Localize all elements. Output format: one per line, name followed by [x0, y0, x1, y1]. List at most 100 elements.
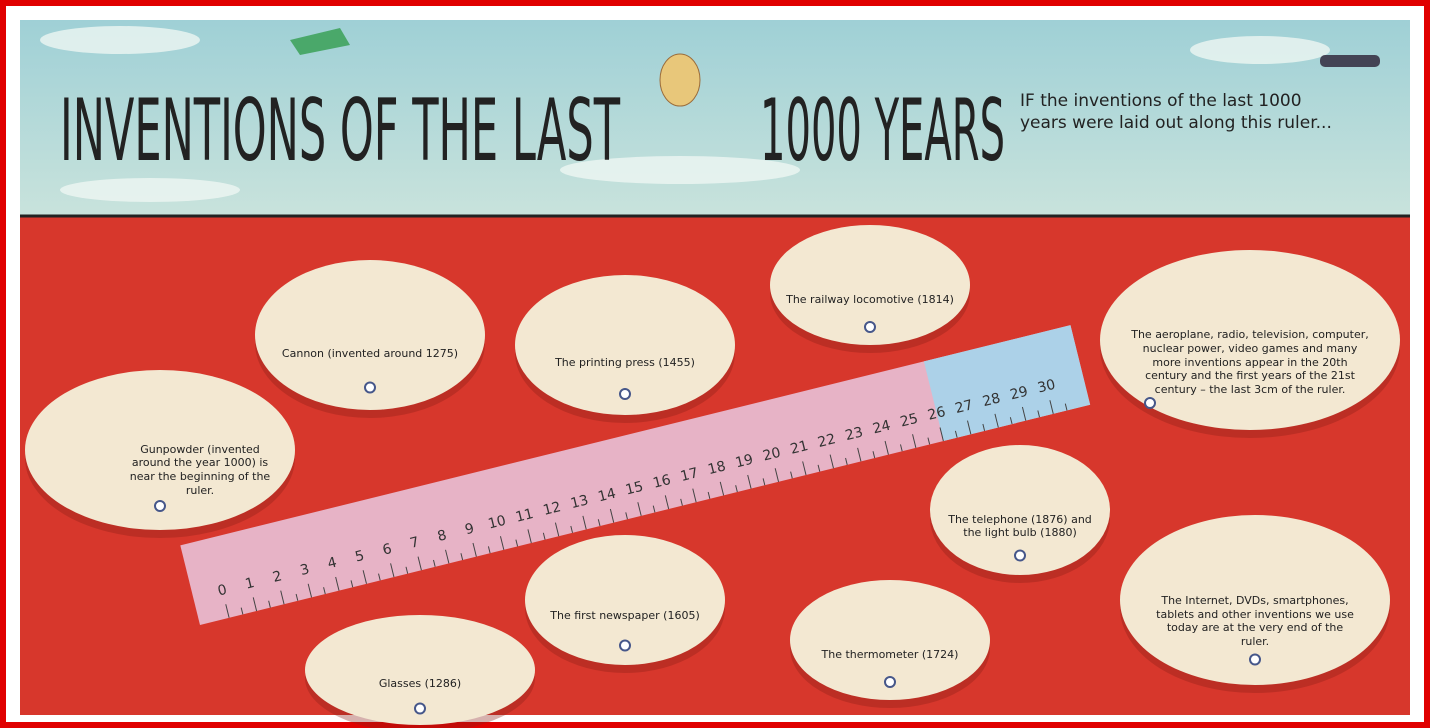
callout-text-box: The railway locomotive (1814)	[786, 293, 954, 307]
callout-bubble	[790, 580, 990, 700]
title-right: 1000 YEARS	[760, 81, 1005, 181]
ruler-number: 11	[514, 506, 535, 526]
ruler-minor-tick	[845, 457, 848, 465]
ruler-minor-tick	[652, 505, 656, 513]
ruler-tick	[692, 488, 697, 503]
ruler: 0 1 2 3 4 5 6 7 8 9 10 11 12 13 14 15 16 17 18 19 20 21 22 23 24…	[180, 325, 1091, 625]
ruler-tick	[774, 468, 780, 482]
balloon	[659, 53, 701, 107]
ruler-minor-tick	[487, 546, 491, 554]
ruler-number: 3	[299, 561, 312, 579]
ruler-minor-tick	[735, 485, 738, 493]
ruler-minor-tick	[378, 573, 381, 581]
ruler-number: 23	[844, 424, 865, 444]
ruler-tick	[527, 529, 532, 544]
ruler-number: 1	[244, 575, 257, 593]
ruler-number: 30	[1036, 377, 1057, 397]
ruler-tick	[994, 413, 999, 428]
ruler-number: 7	[408, 534, 421, 552]
ruler-number: 22	[816, 431, 837, 451]
ruler-number: 14	[596, 486, 617, 506]
ruler-number: 15	[624, 479, 645, 499]
callout-pin	[619, 388, 631, 400]
title-left: INVENTIONS OF THE LAST	[60, 81, 620, 181]
ruler-tick	[472, 542, 477, 557]
ruler-minor-tick	[872, 451, 876, 459]
ruler-number: 2	[271, 568, 284, 586]
ruler-number: 25	[899, 411, 920, 431]
ruler-tick	[884, 440, 889, 455]
ruler-number: 12	[541, 499, 562, 519]
ruler-tick	[499, 536, 505, 550]
ruler-minor-tick	[597, 519, 601, 527]
callout-bubble	[255, 260, 485, 410]
callout-bubble	[525, 535, 725, 665]
ruler-tick	[1049, 400, 1054, 414]
callout-pin	[414, 702, 426, 715]
callout-pin	[884, 676, 896, 688]
ruler-minor-tick	[432, 559, 436, 567]
cloud	[1190, 36, 1330, 64]
ruler-minor-tick	[350, 580, 354, 588]
ruler-number: 13	[569, 492, 590, 512]
ruler-minor-tick	[570, 525, 573, 533]
ruler-number: 9	[463, 521, 476, 539]
callout-pin	[1014, 549, 1026, 562]
ruler-tick	[225, 604, 230, 618]
callout-text: Glasses (1286)	[378, 676, 462, 690]
plane	[1320, 55, 1380, 67]
callout-text-box: The aeroplane, radio, television, comput…	[1131, 328, 1369, 396]
ruler-body	[180, 325, 1091, 625]
ruler-tick	[390, 563, 395, 578]
callout-pin	[364, 381, 376, 394]
callout-text-box: Cannon (invented around 1275)	[282, 347, 458, 360]
ruler-minor-tick	[817, 464, 821, 472]
callout-text: The printing press (1455)	[555, 355, 695, 369]
ruler-minor-tick	[680, 498, 683, 506]
ruler-tick	[362, 570, 367, 584]
ruler-tick	[857, 447, 862, 462]
ruler-tick	[554, 522, 560, 537]
callout-text: The railway locomotive (1814)	[786, 293, 954, 307]
callout-text-box: The printing press (1455)	[555, 355, 695, 369]
ruler-number: 20	[761, 445, 782, 465]
ruler-tick	[802, 461, 807, 476]
ruler-tick	[664, 495, 670, 510]
ruler-number: 18	[706, 458, 727, 478]
ruler-minor-tick	[240, 607, 244, 615]
ruler-number: 0	[216, 582, 229, 600]
callout-text-box: The first newspaper (1605)	[550, 609, 699, 622]
ruler-tick	[335, 576, 340, 591]
callout-text-box: The telephone (1876) and the light bulb …	[948, 512, 1092, 540]
ruler-number: 21	[789, 438, 810, 458]
ruler-number: 27	[954, 397, 975, 417]
ruler-number: 17	[679, 465, 700, 485]
callout-pin	[864, 321, 876, 333]
ruler-end	[923, 325, 1091, 441]
ruler-minor-tick	[542, 532, 546, 540]
kite	[290, 28, 350, 55]
ruler-minor-tick	[900, 444, 903, 452]
callout-text: The Internet, DVDs, smartphones, tablets…	[1156, 593, 1354, 648]
ruler-minor-tick	[405, 566, 409, 574]
ruler-minor-tick	[323, 587, 326, 595]
ruler-tick	[609, 508, 615, 523]
ruler-number: 28	[981, 390, 1002, 410]
callout-pin	[1144, 397, 1156, 409]
ruler-tick	[966, 420, 972, 435]
ruler-tick	[252, 597, 258, 612]
ruler-minor-tick	[707, 491, 711, 499]
callout-pin	[154, 500, 166, 512]
ruler-number: 29	[1008, 384, 1029, 404]
callout-text: The telephone (1876) and the light bulb …	[948, 512, 1092, 540]
ruler-tick	[280, 590, 285, 605]
ruler-minor-tick	[762, 478, 766, 486]
ruler-tick	[1021, 406, 1027, 421]
ruler-tick	[445, 549, 450, 564]
callout-bubble	[1120, 515, 1390, 685]
subtitle-box: IF the inventions of the last 1000 years…	[1020, 91, 1332, 134]
callout-text: Gunpowder (invented around the year 1000…	[129, 442, 271, 497]
subtitle: IF the inventions of the last 1000 years…	[1020, 91, 1332, 134]
ruler-number: 24	[871, 418, 892, 438]
ruler-number: 16	[651, 472, 672, 492]
